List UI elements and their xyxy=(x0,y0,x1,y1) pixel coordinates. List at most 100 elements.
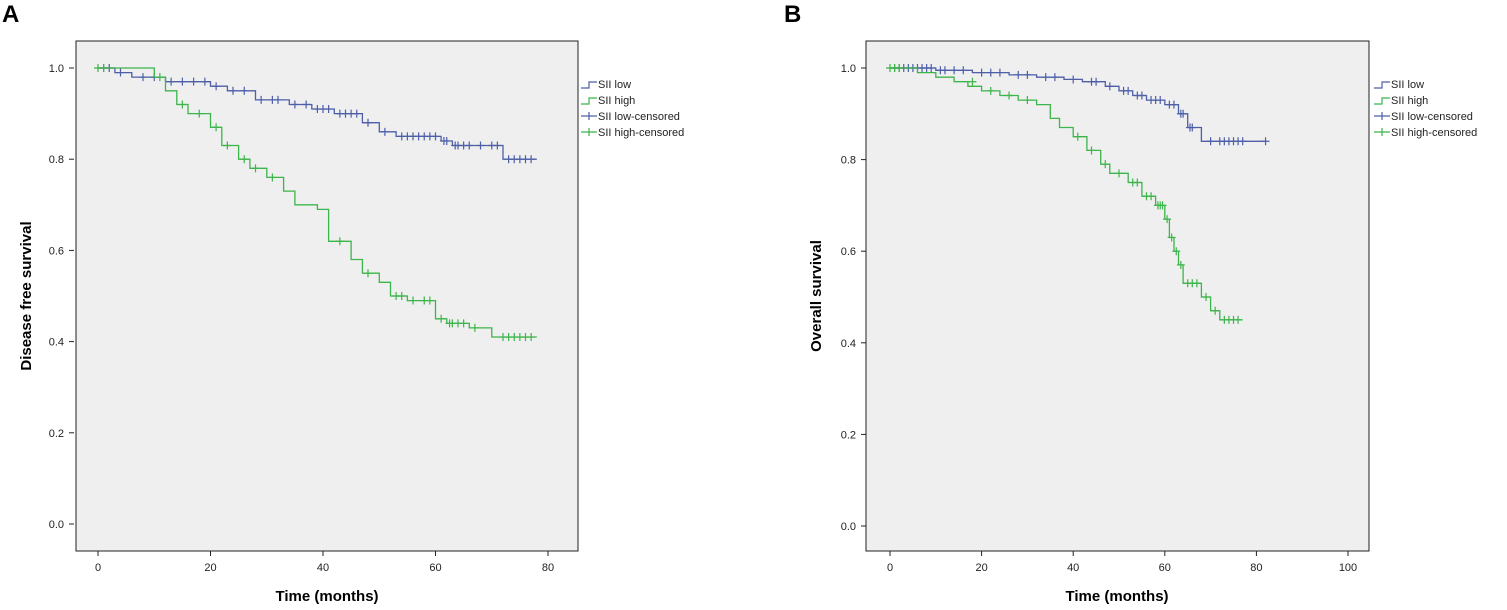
censor-mark-sii-high xyxy=(195,109,204,118)
censor-mark-sii-high xyxy=(240,155,249,164)
censor-mark-sii-high xyxy=(470,323,479,332)
y-axis-title-b: Overall survival xyxy=(808,240,825,352)
legend-a: SII low SII high SII low-censored SII hi… xyxy=(581,79,684,139)
censor-mark-sii-high xyxy=(1133,178,1142,187)
censor-mark-sii-low xyxy=(139,73,147,82)
y-tick-label-a: 0.0 xyxy=(49,519,64,531)
censor-mark-sii-low xyxy=(352,109,361,118)
censor-mark-sii-low xyxy=(1188,123,1197,132)
legend-swatch-sii-low xyxy=(581,81,597,89)
censor-mark-sii-high xyxy=(1115,169,1123,178)
censor-mark-sii-high xyxy=(335,237,344,246)
x-tick-label-a: 60 xyxy=(429,562,441,574)
x-tick-label-b: 40 xyxy=(1067,562,1079,574)
censor-mark-sii-high xyxy=(1172,247,1181,256)
panel-label-b: B xyxy=(784,1,801,28)
legend-label-sii-high-censored: SII high-censored xyxy=(598,127,684,139)
censor-mark-sii-low xyxy=(1050,73,1059,82)
chart-panel-a: A 0.0 0.2 0.4 0.6 0.8 1.0 0 20 40 60 80 Time (mont… xyxy=(2,1,684,605)
censor-mark-sii-high xyxy=(1087,146,1096,155)
censor-mark-sii-low xyxy=(959,66,968,75)
censor-mark-sii-low xyxy=(274,95,282,104)
censor-mark-sii-high xyxy=(459,319,468,328)
curve-sii-high-a xyxy=(98,67,537,338)
censor-mark-sii-low xyxy=(527,155,536,164)
y-tick-label-b: 0.0 xyxy=(841,521,856,533)
censor-mark-sii-low xyxy=(1206,137,1215,146)
x-tick-label-a: 40 xyxy=(317,562,329,574)
x-tick-label-a: 20 xyxy=(204,562,216,574)
x-tick-label-a: 80 xyxy=(542,562,554,574)
legend-item-sii-high-censored: SII high-censored xyxy=(1374,127,1477,139)
y-tick-label-a: 0.6 xyxy=(49,245,64,257)
censor-mark-sii-low xyxy=(380,127,389,136)
legend-item-sii-high: SII high xyxy=(581,95,635,107)
survival-curves-a xyxy=(94,64,537,342)
axes-b: 0.0 0.2 0.4 0.6 0.8 1.0 0 20 40 60 80 100 xyxy=(841,63,1357,574)
censor-mark-sii-low xyxy=(212,82,221,91)
censor-mark-sii-high xyxy=(527,333,536,342)
legend-swatch-sii-low xyxy=(1374,81,1390,89)
censor-mark-sii-high xyxy=(895,64,904,72)
censor-mark-sii-high xyxy=(425,296,434,305)
censor-mark-sii-high xyxy=(1023,96,1032,105)
legend-label-sii-low: SII low xyxy=(1391,79,1424,91)
plot-area-a xyxy=(75,40,579,552)
censor-mark-sii-low xyxy=(240,86,249,95)
y-tick-label-a: 0.8 xyxy=(49,154,64,166)
legend-item-sii-low: SII low xyxy=(1374,79,1424,91)
censor-mark-sii-high xyxy=(1176,260,1185,269)
legend-swatch-sii-high xyxy=(581,97,597,105)
censor-mark-sii-low xyxy=(167,77,176,86)
censor-mark-sii-high xyxy=(409,296,417,305)
censor-mark-sii-low xyxy=(1041,73,1050,82)
censor-mark-sii-low xyxy=(1092,77,1101,86)
censor-mark-sii-high xyxy=(223,141,232,150)
y-tick-label-b: 0.2 xyxy=(841,429,856,441)
censor-mark-sii-high xyxy=(986,86,995,95)
censor-mark-sii-low xyxy=(977,68,986,77)
y-tick-label-b: 0.6 xyxy=(841,246,856,258)
y-tick-label-b: 0.8 xyxy=(841,155,856,167)
censor-mark-sii-high xyxy=(212,123,221,132)
censor-mark-sii-high xyxy=(364,269,372,278)
censor-mark-sii-high xyxy=(1234,315,1243,324)
censor-mark-sii-low xyxy=(465,141,474,150)
censor-mark-sii-high xyxy=(155,73,164,82)
censor-mark-sii-low xyxy=(229,86,237,95)
censor-mark-sii-high xyxy=(1202,293,1211,301)
censor-mark-sii-low xyxy=(986,68,995,77)
censor-mark-sii-high xyxy=(1005,91,1014,100)
legend-item-sii-high: SII high xyxy=(1374,95,1428,107)
legend-label-sii-low-censored: SII low-censored xyxy=(598,111,680,123)
y-tick-label-b: 0.4 xyxy=(841,338,856,350)
y-tick-label-b: 1.0 xyxy=(841,63,856,75)
legend-item-sii-low-censored: SII low-censored xyxy=(581,111,680,123)
legend-item-sii-high-censored: SII high-censored xyxy=(581,127,684,139)
censor-mark-sii-low xyxy=(493,141,502,150)
censor-mark-sii-high xyxy=(1073,132,1082,141)
x-tick-label-b: 0 xyxy=(887,562,893,574)
axes-a: 0.0 0.2 0.4 0.6 0.8 1.0 0 20 40 60 80 xyxy=(49,63,554,574)
censor-mark-sii-low xyxy=(1023,70,1032,79)
censor-mark-sii-low xyxy=(940,66,949,75)
y-axis-title-a: Disease free survival xyxy=(18,221,35,370)
legend-label-sii-low: SII low xyxy=(598,79,631,91)
censor-mark-sii-high xyxy=(1101,160,1110,169)
censor-mark-sii-low xyxy=(431,132,440,141)
x-tick-label-a: 0 xyxy=(95,562,101,574)
censor-mark-sii-low xyxy=(257,95,266,104)
censor-mark-sii-low xyxy=(178,77,187,86)
censor-mark-sii-low xyxy=(189,77,198,86)
censor-mark-sii-low xyxy=(476,141,485,150)
censor-mark-sii-high xyxy=(268,173,277,182)
censor-mark-sii-low xyxy=(927,64,936,72)
censor-mark-sii-high xyxy=(178,100,187,109)
legend-swatch-sii-high-censored xyxy=(581,128,597,136)
legend-label-sii-low-censored: SII low-censored xyxy=(1391,111,1473,123)
censor-mark-sii-high xyxy=(1163,215,1172,224)
y-tick-label-a: 1.0 xyxy=(49,63,64,75)
plot-area-b xyxy=(865,40,1370,552)
x-tick-label-b: 80 xyxy=(1250,562,1262,574)
